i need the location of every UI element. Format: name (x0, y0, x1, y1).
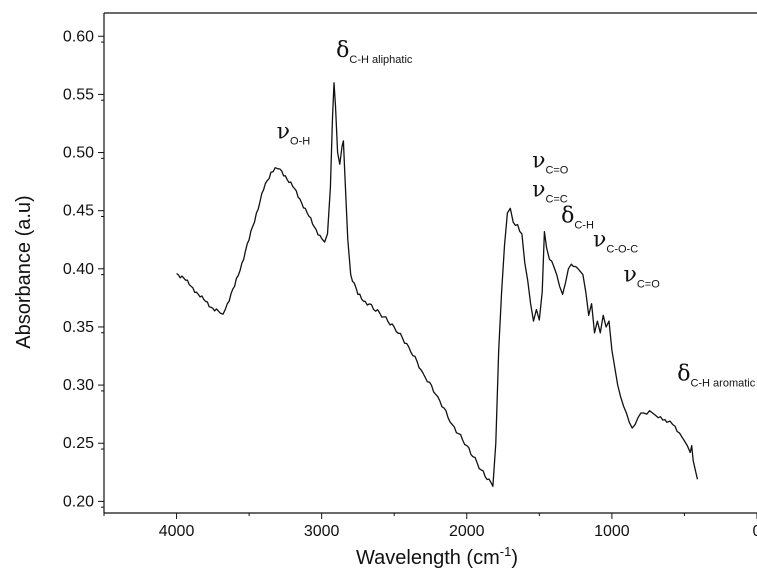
annotation-symbol: δ (336, 38, 349, 63)
peak-annotation: νC-O-C (593, 228, 638, 256)
x-axis-label-main: Wavelength (cm (356, 547, 500, 568)
y-tick-label: 0.40 (63, 261, 94, 278)
peak-annotation: δC-H aromatic (677, 361, 756, 389)
x-tick-label: 4000 (159, 523, 195, 540)
annotation-subscript: C-H aliphatic (349, 54, 412, 66)
y-axis-label: Absorbance (a.u) (13, 195, 35, 348)
annotation-symbol: ν (532, 178, 545, 203)
annotation-symbol: ν (532, 149, 545, 174)
annotation-subscript: C=O (637, 279, 660, 291)
annotation-symbol: δ (677, 361, 690, 386)
peak-annotation: δC-H (561, 203, 594, 231)
annotations: νO-HδC-H aliphaticνC=OνC=CδC-HνC-O-CνC=O… (277, 38, 756, 389)
annotation-symbol: ν (623, 263, 636, 288)
x-tick-label: 3000 (304, 523, 340, 540)
y-tick-label: 0.20 (63, 493, 94, 510)
peak-annotation: νC=O (623, 263, 660, 291)
annotation-subscript: C=O (545, 165, 568, 177)
x-tick-label: 1000 (594, 523, 630, 540)
peak-annotation: νO-H (277, 120, 311, 148)
x-tick-label: 0 (753, 523, 757, 540)
annotation-subscript: C-H (574, 219, 594, 231)
series-layer (176, 82, 699, 487)
annotation-subscript: O-H (290, 136, 310, 148)
absorbance-line (176, 82, 699, 487)
y-tick-label: 0.60 (63, 28, 94, 45)
y-tick-label: 0.35 (63, 319, 94, 336)
annotation-symbol: δ (561, 203, 574, 228)
annotation-symbol: ν (277, 120, 290, 145)
y-tick-label: 0.30 (63, 377, 94, 394)
peak-annotation: νC=O (532, 149, 569, 177)
x-tick-label: 2000 (449, 523, 485, 540)
annotation-symbol: ν (593, 228, 606, 253)
annotation-subscript: C-H aromatic (690, 377, 755, 389)
annotation-subscript: C-O-C (606, 244, 638, 256)
peak-annotation: νC=C (532, 178, 568, 206)
peak-annotation: δC-H aliphatic (336, 38, 413, 66)
axes (103, 12, 757, 514)
annotation-subscript: C=C (545, 194, 567, 206)
y-tick-label: 0.50 (63, 145, 94, 162)
ticks: 0.20 0.25 0.30 0.35 0.40 0.45 0.50 0.55 0.60 4000… (63, 28, 757, 540)
x-axis-label-sup: -1 (500, 544, 512, 559)
y-tick-label: 0.45 (63, 203, 94, 220)
y-tick-label: 0.25 (63, 435, 94, 452)
x-axis-label-end: ) (511, 547, 518, 568)
x-axis-label: Wavelength (cm-1) (356, 544, 518, 568)
y-tick-label: 0.55 (63, 86, 94, 103)
